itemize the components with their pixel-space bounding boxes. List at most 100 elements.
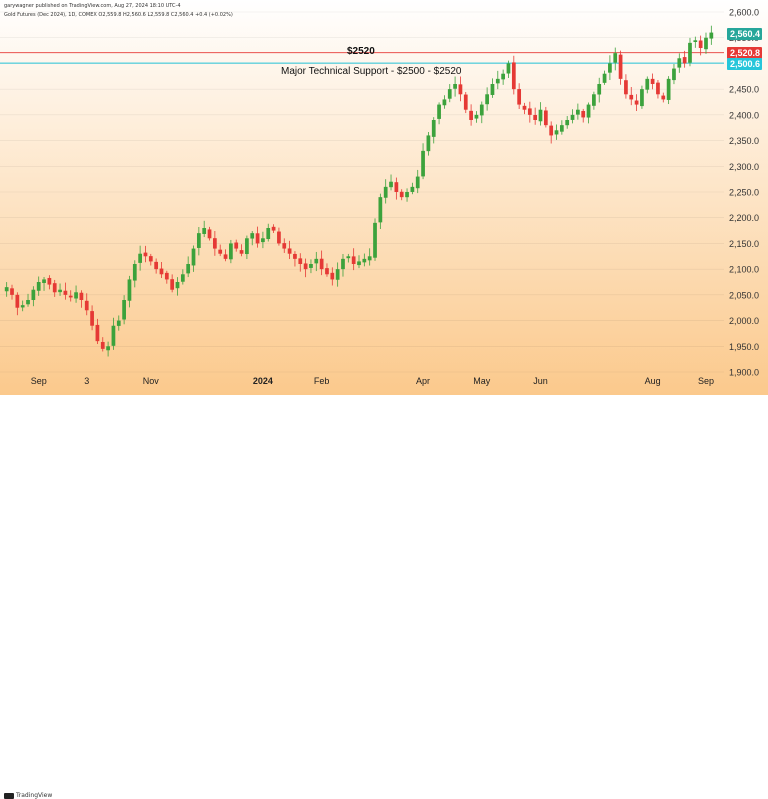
- x-tick-label: May: [473, 376, 491, 386]
- candle-body: [58, 289, 62, 293]
- candle: [421, 143, 425, 180]
- x-tick-label: Nov: [143, 376, 160, 386]
- y-tick-label: 2,600.0: [729, 8, 759, 18]
- candle: [693, 36, 698, 48]
- candle-body: [84, 300, 89, 311]
- candle: [527, 101, 532, 123]
- candle: [266, 223, 271, 242]
- candle: [645, 76, 650, 94]
- candle-body: [640, 89, 644, 107]
- candle: [63, 282, 68, 300]
- candle: [170, 274, 175, 293]
- candle-body: [298, 258, 303, 264]
- candle-body: [474, 114, 479, 119]
- candle-body: [693, 40, 698, 42]
- candle: [581, 108, 586, 123]
- candle: [485, 87, 489, 111]
- candle-body: [576, 109, 580, 115]
- candle: [650, 73, 655, 90]
- candle: [180, 269, 185, 285]
- candlestick-chart[interactable]: 1,900.0 1,950.0 2,000.0 2,050.0 2,100.0 2,150…: [0, 0, 768, 406]
- candle: [245, 235, 249, 260]
- candle: [68, 290, 73, 302]
- candle-body: [79, 292, 84, 300]
- candle: [511, 55, 516, 95]
- candle-body: [672, 68, 676, 81]
- candle-body: [42, 279, 46, 283]
- candle: [351, 248, 356, 271]
- candle: [223, 249, 228, 262]
- candle: [277, 227, 281, 246]
- candle: [586, 102, 591, 124]
- candle-body: [229, 243, 233, 260]
- candle: [212, 230, 217, 256]
- candle-body: [469, 110, 473, 120]
- candle-body: [143, 252, 148, 257]
- candle-body: [650, 78, 655, 84]
- candle-body: [437, 104, 441, 119]
- candle-body: [186, 264, 191, 274]
- candle-body: [271, 226, 276, 231]
- candle: [164, 270, 169, 284]
- tradingview-brand[interactable]: TradingView: [4, 792, 52, 799]
- candle: [570, 109, 575, 124]
- candle-body: [63, 290, 68, 295]
- candle-body: [175, 282, 180, 289]
- candle: [255, 226, 260, 248]
- candle: [453, 76, 457, 97]
- candle-body: [373, 222, 377, 258]
- candle: [565, 116, 570, 129]
- x-axis: Sep 3 Nov 2024 Feb Apr May Jun Aug Sep: [31, 376, 714, 386]
- candle-body: [453, 84, 457, 89]
- candle-body: [602, 73, 607, 83]
- y-tick-label: 2,300.0: [729, 162, 759, 172]
- candle-body: [319, 258, 324, 270]
- candle: [122, 295, 126, 325]
- candle-body: [341, 258, 345, 270]
- candle: [629, 86, 634, 106]
- candle: [463, 91, 468, 114]
- candle-body: [127, 279, 132, 301]
- candle: [357, 255, 361, 269]
- x-tick-label: 2024: [253, 376, 273, 386]
- candle: [661, 92, 666, 103]
- candle: [362, 253, 367, 267]
- candle-body: [415, 176, 420, 189]
- y-tick-label: 2,000.0: [729, 316, 759, 326]
- candle-body: [170, 279, 175, 290]
- candle-body: [410, 186, 415, 192]
- candle: [346, 253, 351, 263]
- candles: [4, 25, 714, 357]
- candle-body: [597, 84, 602, 95]
- candle: [533, 107, 538, 125]
- candle-body: [106, 346, 110, 351]
- candle-body: [490, 84, 495, 95]
- candle: [698, 35, 703, 56]
- candle-body: [431, 120, 436, 137]
- candle-body: [202, 228, 207, 234]
- grid-lines: [0, 11, 724, 373]
- candle-body: [624, 80, 628, 95]
- candle: [431, 117, 436, 144]
- candle: [688, 37, 692, 67]
- candle: [234, 239, 239, 252]
- candle-body: [506, 63, 511, 74]
- candle: [90, 305, 94, 331]
- candle-body: [234, 242, 239, 249]
- candle-body: [218, 249, 223, 254]
- candle: [469, 104, 473, 126]
- candle-body: [458, 84, 463, 95]
- candle-body: [447, 89, 452, 99]
- x-tick-label: Sep: [698, 376, 714, 386]
- candle-body: [90, 311, 94, 326]
- candle-body: [501, 73, 506, 80]
- candle-body: [4, 287, 9, 292]
- candle-body: [148, 256, 153, 262]
- candle-body: [207, 229, 212, 239]
- candle-body: [20, 305, 25, 308]
- candle: [159, 261, 164, 278]
- publisher-line: garywagner published on TradingView.com,…: [4, 3, 181, 9]
- candle: [447, 84, 452, 103]
- candle: [682, 50, 687, 68]
- candle-body: [485, 94, 489, 105]
